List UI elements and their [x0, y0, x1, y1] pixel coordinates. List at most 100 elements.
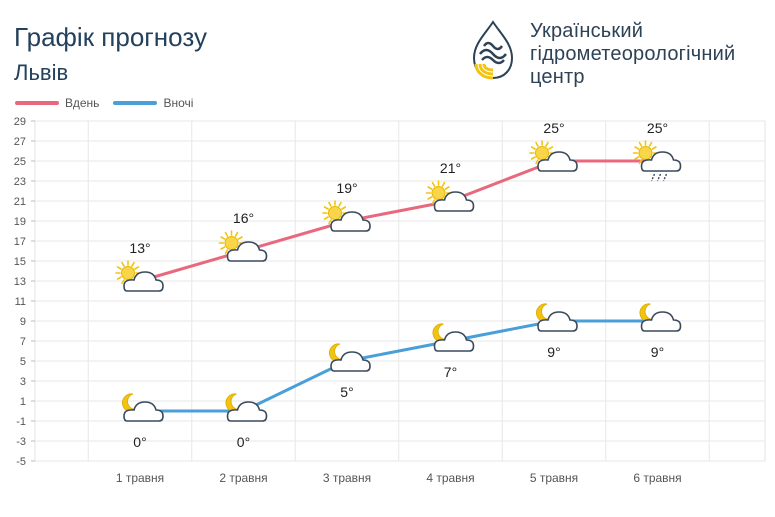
sun-ray — [220, 236, 226, 240]
sun-ray — [134, 266, 140, 270]
y-tick-label: 1 — [20, 396, 26, 408]
data-label: 19° — [336, 180, 357, 196]
sun-ray — [116, 276, 122, 280]
x-tick-label: 5 травня — [530, 471, 578, 485]
data-label: 5° — [340, 384, 353, 400]
sun-ray — [234, 231, 239, 237]
data-label: 9° — [651, 344, 664, 360]
sun-shape — [632, 140, 659, 166]
page-title: Графік прогнозу — [14, 22, 207, 52]
legend-swatch-night — [113, 101, 158, 105]
sun-ray — [237, 236, 243, 240]
data-label: 7° — [444, 364, 457, 380]
y-tick-label: -5 — [16, 456, 26, 468]
brand-line-2: гідрометеорологічний — [530, 43, 736, 65]
moon-cloud-icon — [329, 343, 371, 372]
x-tick-label: 1 травня — [116, 471, 164, 485]
y-tick-label: 7 — [20, 336, 26, 348]
sun-ray — [116, 266, 122, 270]
sun-core — [224, 236, 239, 250]
data-label: 9° — [547, 344, 560, 360]
x-tick-label: 4 травня — [426, 471, 474, 485]
brand-block: Український гідрометеорологічний центр — [470, 20, 735, 89]
sun-ray — [131, 261, 135, 267]
data-label: 13° — [129, 240, 150, 256]
sun-cloud-icon — [115, 260, 164, 292]
sun-core — [535, 146, 549, 160]
sun-ray — [530, 146, 536, 150]
rain-drop — [662, 173, 668, 182]
sun-cloud-icon — [218, 230, 268, 262]
moon-cloud-icon — [639, 303, 682, 332]
sun-ray — [427, 196, 433, 200]
sun-cloud-icon — [425, 180, 475, 212]
y-tick-label: 27 — [14, 136, 26, 148]
sun-ray — [341, 206, 347, 210]
sun-ray — [328, 201, 332, 207]
y-tick-label: 5 — [20, 356, 26, 368]
sun-ray — [323, 206, 329, 210]
sun-cloud-rain-icon — [632, 140, 682, 182]
y-tick-label: 25 — [14, 156, 26, 168]
legend-label-day: Вдень — [65, 96, 100, 110]
data-label: 25° — [543, 120, 564, 136]
sun-cloud-icon — [322, 200, 371, 232]
y-tick-label: 21 — [14, 196, 26, 208]
cloud-shape — [330, 351, 371, 372]
sun-ray — [535, 159, 539, 165]
sun-ray — [427, 186, 433, 190]
sun-core — [328, 206, 342, 220]
moon-cloud-icon — [122, 393, 164, 422]
data-label: 0° — [237, 434, 250, 450]
legend-item-day[interactable]: Вдень — [15, 96, 99, 110]
y-tick-label: 29 — [14, 116, 26, 128]
brand-line-3: центр — [530, 66, 585, 88]
brand-line-1: Український — [530, 20, 644, 42]
moon-cloud-icon — [225, 393, 268, 422]
brand-name: Український гідрометеорологічний центр — [530, 20, 735, 89]
sun-ray — [545, 141, 549, 147]
legend-item-night[interactable]: Вночі — [113, 96, 193, 110]
sun-ray — [638, 159, 643, 165]
cloud-shape — [123, 271, 164, 292]
legend-swatch-day — [15, 101, 59, 105]
cloud-shape — [330, 211, 371, 232]
sun-ray — [220, 246, 226, 250]
sun-ray — [338, 201, 342, 207]
sun-ray — [121, 261, 125, 267]
cloud-shape — [640, 151, 682, 172]
cloud-shape — [433, 331, 475, 352]
sun-core — [638, 146, 653, 160]
cloud-shape — [433, 191, 475, 212]
sun-ray — [444, 186, 450, 190]
y-tick-label: 19 — [14, 216, 26, 228]
y-tick-label: -1 — [16, 416, 26, 428]
sun-ray — [530, 156, 536, 160]
rain-drop — [650, 173, 656, 182]
sun-ray — [634, 146, 640, 150]
cloud-shape — [537, 311, 578, 332]
sun-ray — [548, 146, 554, 150]
sun-ray — [431, 199, 436, 205]
y-tick-label: 13 — [14, 276, 26, 288]
y-tick-label: 11 — [15, 296, 26, 308]
y-tick-label: 23 — [14, 176, 26, 188]
data-label: 16° — [233, 210, 254, 226]
cloud-shape — [226, 401, 268, 422]
sun-ray — [224, 231, 229, 237]
data-label: 25° — [647, 120, 668, 136]
chart-legend: Вдень Вночі — [15, 96, 207, 110]
sun-ray — [121, 279, 125, 285]
sun-ray — [323, 216, 329, 220]
city-name: Львів — [14, 60, 69, 85]
sun-ray — [634, 156, 640, 160]
legend-label-night: Вночі — [163, 96, 194, 110]
moon-cloud-icon — [536, 303, 578, 332]
cloud-shape — [640, 311, 682, 332]
x-tick-label: 3 травня — [323, 471, 371, 485]
sun-ray — [638, 141, 643, 147]
y-tick-label: -3 — [16, 436, 26, 448]
cloud-shape — [226, 241, 268, 262]
sun-ray — [651, 146, 657, 150]
